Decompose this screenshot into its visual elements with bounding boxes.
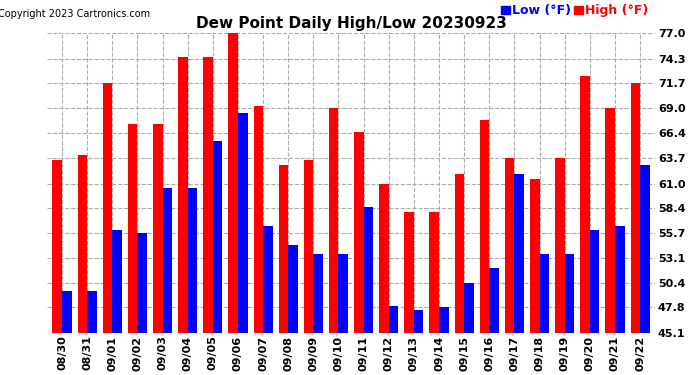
Bar bbox=[128, 124, 137, 333]
Bar bbox=[62, 291, 72, 333]
Bar bbox=[213, 141, 222, 333]
Bar bbox=[605, 108, 615, 333]
Text: Copyright 2023 Cartronics.com: Copyright 2023 Cartronics.com bbox=[0, 9, 150, 19]
Bar bbox=[555, 158, 564, 333]
Title: Dew Point Daily High/Low 20230923: Dew Point Daily High/Low 20230923 bbox=[196, 16, 506, 31]
Bar bbox=[313, 254, 323, 333]
Bar bbox=[640, 165, 650, 333]
Bar bbox=[505, 158, 515, 333]
Bar bbox=[354, 132, 364, 333]
Bar bbox=[564, 254, 574, 333]
Bar bbox=[590, 231, 600, 333]
Bar bbox=[615, 226, 624, 333]
Bar bbox=[414, 310, 424, 333]
Bar bbox=[464, 283, 474, 333]
Bar bbox=[480, 120, 489, 333]
Bar bbox=[439, 308, 449, 333]
Bar bbox=[137, 233, 147, 333]
Bar bbox=[279, 165, 288, 333]
Bar bbox=[580, 75, 590, 333]
Bar bbox=[404, 211, 414, 333]
Bar bbox=[77, 155, 87, 333]
Bar bbox=[178, 57, 188, 333]
Bar bbox=[489, 268, 499, 333]
Bar bbox=[515, 174, 524, 333]
Bar bbox=[364, 207, 373, 333]
Bar bbox=[530, 179, 540, 333]
Bar bbox=[153, 124, 163, 333]
Bar bbox=[388, 306, 398, 333]
Bar bbox=[238, 113, 248, 333]
Bar bbox=[188, 188, 197, 333]
Bar bbox=[631, 83, 640, 333]
Bar bbox=[52, 160, 62, 333]
Bar bbox=[429, 211, 439, 333]
Bar bbox=[163, 188, 172, 333]
Bar bbox=[103, 83, 112, 333]
Bar bbox=[87, 291, 97, 333]
Bar bbox=[329, 108, 339, 333]
Bar bbox=[228, 33, 238, 333]
Bar bbox=[540, 254, 549, 333]
Bar bbox=[204, 57, 213, 333]
Bar bbox=[304, 160, 313, 333]
Bar bbox=[339, 254, 348, 333]
Bar bbox=[253, 106, 263, 333]
Bar bbox=[455, 174, 464, 333]
Bar bbox=[380, 183, 388, 333]
Bar bbox=[288, 244, 298, 333]
Bar bbox=[112, 231, 122, 333]
Bar bbox=[263, 226, 273, 333]
Legend: Low (°F), High (°F): Low (°F), High (°F) bbox=[500, 3, 649, 18]
